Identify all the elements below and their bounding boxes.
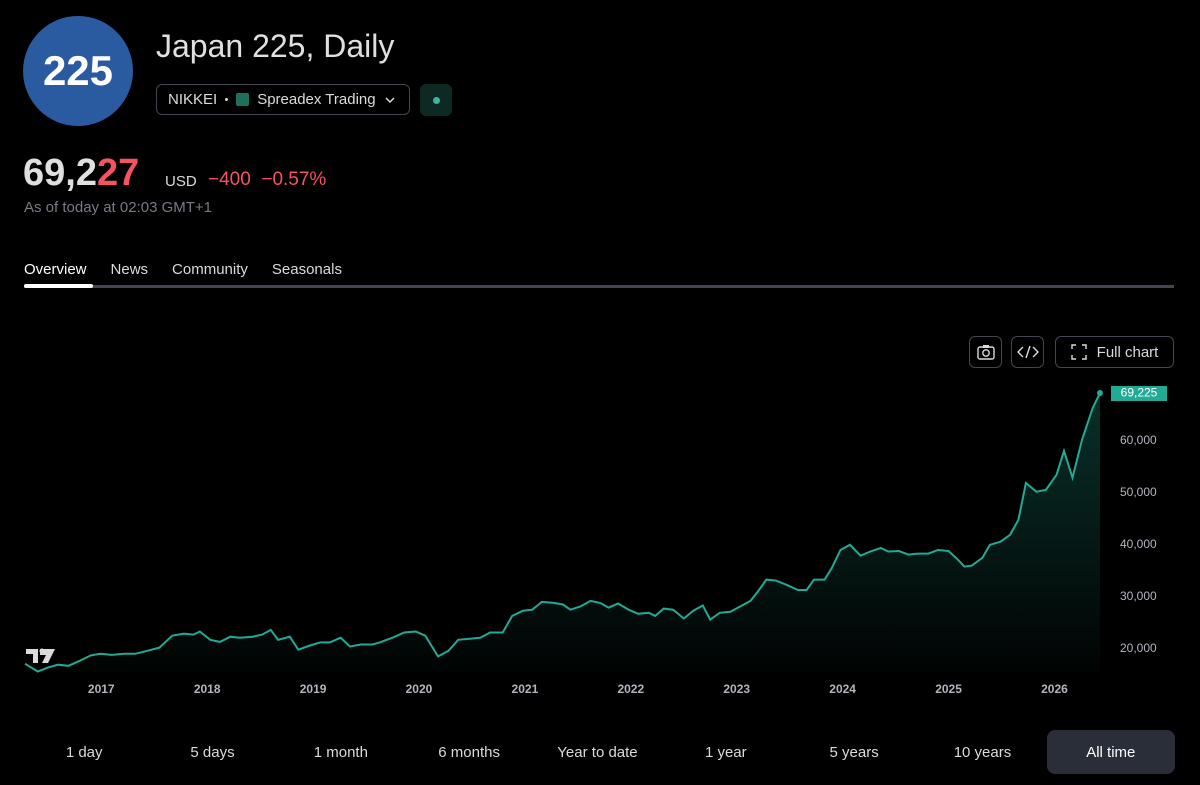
tab[interactable]: Seasonals	[271, 261, 342, 278]
expand-icon	[1070, 344, 1087, 360]
price-main: 69,2	[23, 152, 97, 194]
full-chart-button[interactable]: Full chart	[1055, 336, 1174, 368]
change-pct: −0.57%	[261, 169, 327, 190]
tradingview-logo	[26, 648, 55, 663]
symbol-title: Japan 225, Daily	[156, 28, 395, 64]
change: −400 −0.57%	[208, 169, 326, 191]
range-button[interactable]: 10 years	[953, 743, 1012, 761]
as-of: As of today at 02:03 GMT+1	[24, 199, 213, 216]
x-tick-label: 2020	[406, 682, 433, 696]
x-tick-label: 2026	[1041, 682, 1068, 696]
range-button[interactable]: 1 month	[313, 743, 368, 761]
tab-rule	[24, 285, 1174, 288]
range-button[interactable]: 6 months	[438, 743, 500, 761]
tab[interactable]: Community	[172, 261, 248, 278]
y-tick-label: 30,000	[1120, 589, 1157, 603]
last-point	[1097, 390, 1103, 397]
x-tick-label: 2023	[723, 682, 750, 696]
chevron	[385, 96, 395, 103]
full-chart-label: Full chart	[1096, 343, 1159, 361]
x-tick-label: 2018	[194, 682, 221, 696]
area	[25, 393, 1100, 672]
y-tick-label: 20,000	[1120, 641, 1157, 655]
x-tick-label: 2025	[935, 682, 962, 696]
tab[interactable]: News	[110, 261, 149, 278]
range-selector: 1 day 5 days 1 month 6 months Year to date 1 …	[20, 730, 1175, 774]
x-tick-label: 2017	[88, 682, 115, 696]
range-button[interactable]: 5 years	[829, 743, 879, 761]
code-icon	[1016, 345, 1039, 359]
embed-button[interactable]	[1011, 336, 1044, 368]
price-line	[24, 392, 1101, 673]
snapshot-button[interactable]	[969, 336, 1002, 368]
range-button[interactable]: Year to date	[557, 743, 638, 761]
exchange-selector[interactable]: NIKKEI Spreadex Trading	[156, 84, 410, 115]
x-tick-label: 2021	[512, 682, 539, 696]
range-button[interactable]: 1 year	[704, 743, 747, 761]
live-indicator[interactable]	[420, 84, 452, 116]
tab[interactable]: Overview	[24, 261, 87, 278]
camera-icon	[976, 345, 995, 360]
range-button[interactable]: 1 day	[65, 743, 103, 761]
symbol-logo: 225	[23, 16, 133, 126]
last-value-badge	[1111, 386, 1167, 402]
x-tick-label: 2022	[617, 682, 644, 696]
range-button[interactable]: 5 days	[190, 743, 235, 761]
price: 69,227	[23, 152, 139, 195]
exchange: NIKKEI	[168, 91, 218, 108]
currency: USD	[165, 173, 197, 190]
live-dot	[432, 96, 440, 104]
x-tick-label: 2024	[829, 682, 856, 696]
separator	[225, 98, 229, 101]
range-button[interactable]: All time	[1046, 730, 1175, 774]
price-tail: 27	[96, 152, 140, 194]
y-tick-label: 50,000	[1120, 485, 1157, 499]
broker: Spreadex Trading	[257, 91, 376, 108]
last-value-label: 69,225	[1121, 386, 1158, 400]
x-tick-label: 2019	[300, 682, 327, 696]
broker-icon	[236, 93, 250, 106]
y-tick-label: 40,000	[1120, 537, 1157, 551]
change-abs: −400	[208, 169, 251, 190]
y-tick-label: 60,000	[1120, 433, 1157, 447]
tabs: Overview News Community Seasonals	[24, 261, 342, 278]
tab-indicator	[24, 284, 93, 288]
